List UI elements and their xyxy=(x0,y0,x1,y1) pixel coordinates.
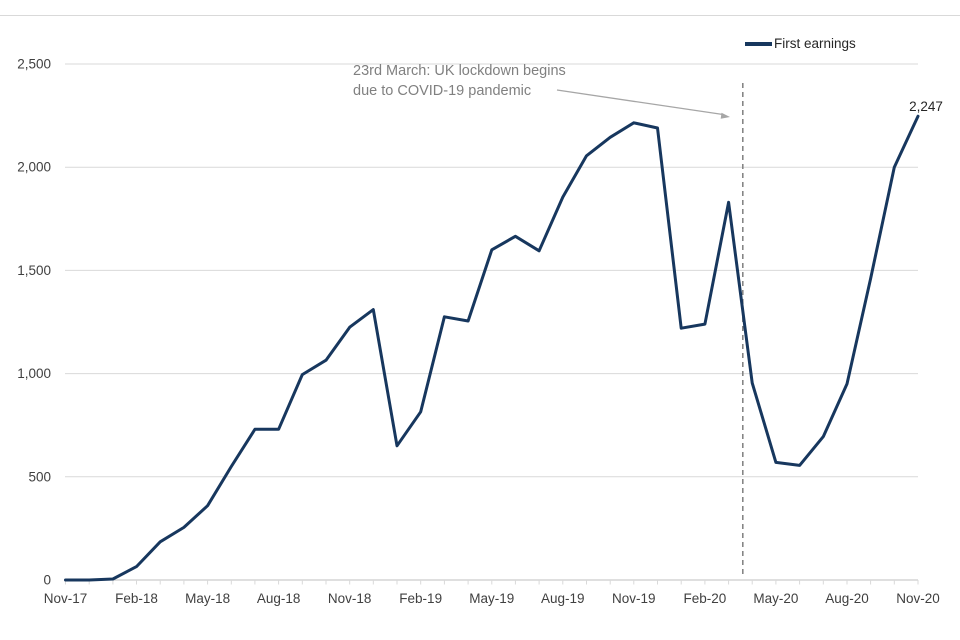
y-axis-tick-label: 0 xyxy=(43,573,51,588)
x-axis-tick-label: May-20 xyxy=(753,591,798,606)
x-axis-tick-label: Aug-19 xyxy=(541,591,585,606)
x-axis-tick-label: Nov-19 xyxy=(612,591,656,606)
annotation-arrow xyxy=(556,89,724,116)
x-axis-tick-label: Nov-17 xyxy=(44,591,88,606)
x-axis-tick-label: Feb-19 xyxy=(399,591,442,606)
legend-line-swatch xyxy=(745,42,772,46)
legend-label: First earnings xyxy=(774,36,856,51)
x-axis-tick-label: Feb-20 xyxy=(684,591,727,606)
y-axis-tick-label: 1,500 xyxy=(17,263,51,278)
x-axis-tick-label: May-19 xyxy=(469,591,514,606)
y-axis-tick-label: 2,000 xyxy=(17,160,51,175)
x-axis-tick-label: Nov-18 xyxy=(328,591,372,606)
annotation-line-2: due to COVID-19 pandemic xyxy=(353,82,532,99)
annotation-line-1: 23rd March: UK lockdown begins xyxy=(353,63,566,79)
x-axis-tick-label: Aug-20 xyxy=(825,591,869,606)
x-axis-tick-label: Nov-20 xyxy=(896,591,940,606)
earnings-line xyxy=(64,114,920,582)
x-axis-tick-label: Aug-18 xyxy=(257,591,301,606)
x-axis-tick-label: Feb-18 xyxy=(115,591,158,606)
legend: First earnings xyxy=(745,37,856,51)
top-border-rule xyxy=(0,15,960,16)
annotation-arrowhead xyxy=(720,112,730,119)
y-axis-tick-label: 1,000 xyxy=(17,366,51,381)
y-axis-tick-label: 500 xyxy=(28,469,51,484)
last-point-data-label: 2,247 xyxy=(909,99,943,114)
y-axis-tick-label: 2,500 xyxy=(17,57,51,72)
x-axis-tick-label: May-18 xyxy=(185,591,230,606)
lockdown-annotation: 23rd March: UK lockdown begins due to CO… xyxy=(353,62,566,101)
